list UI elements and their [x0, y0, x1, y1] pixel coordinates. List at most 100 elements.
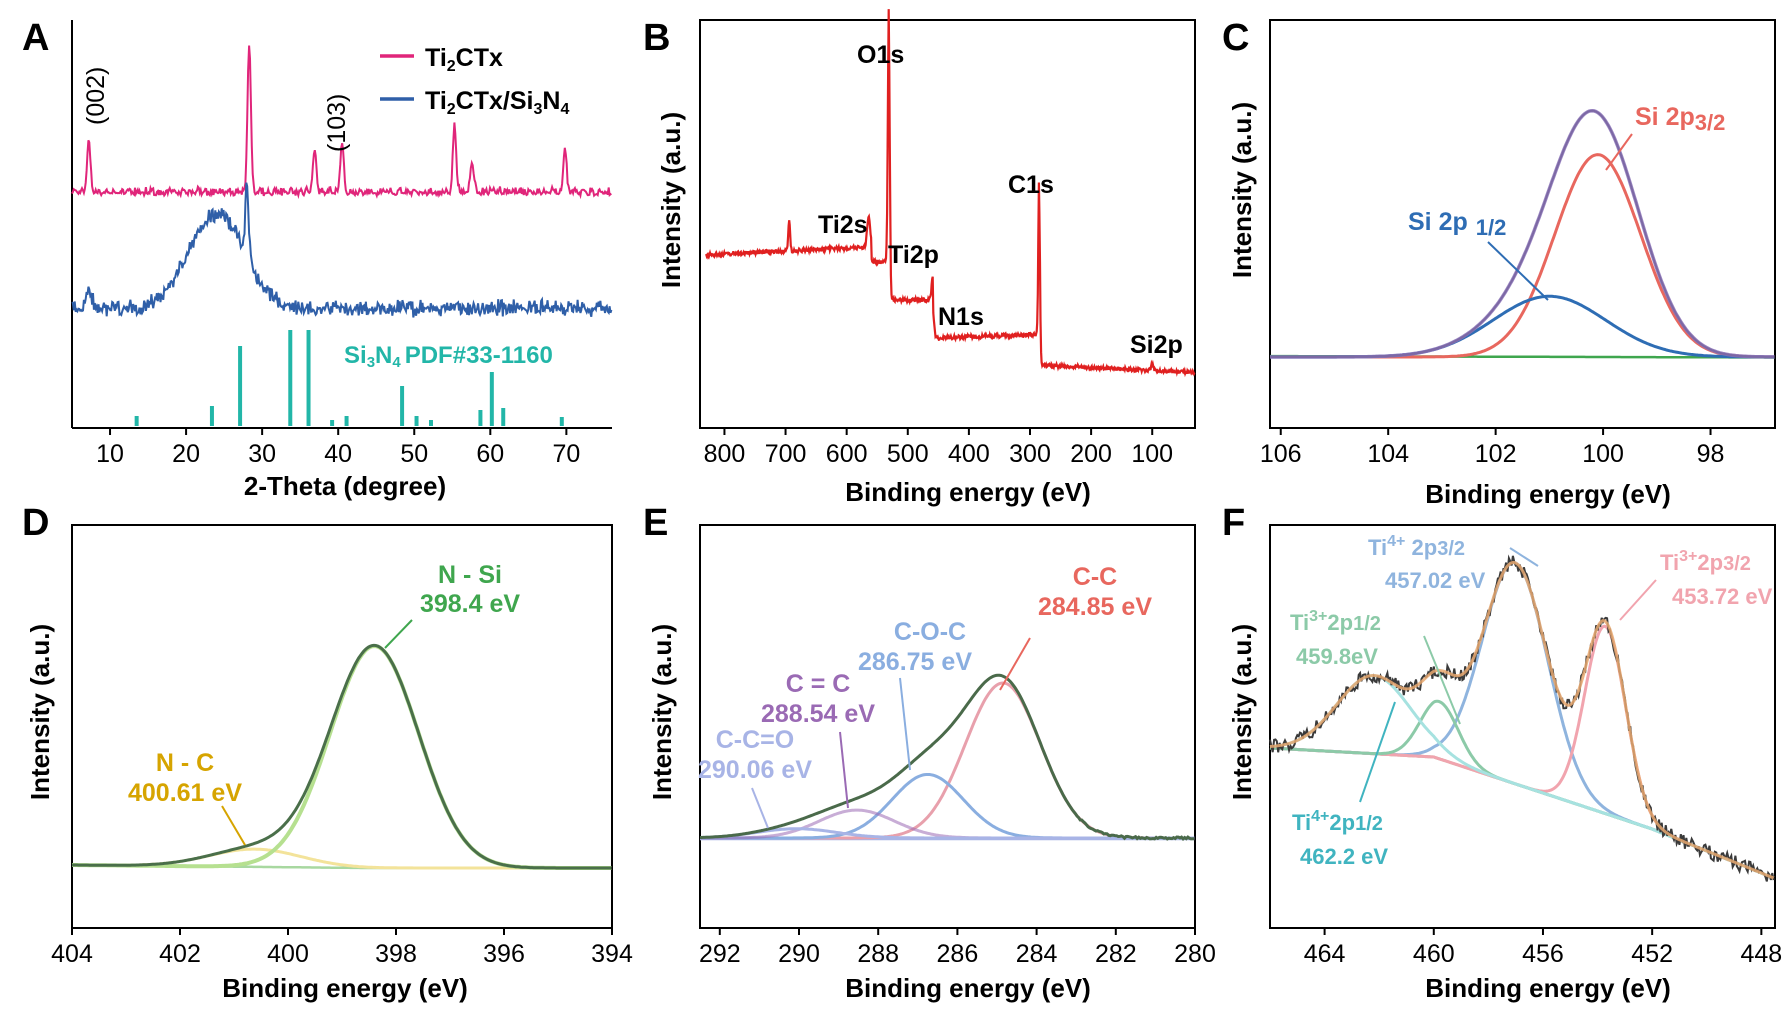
b-ann-o1s: O1s [857, 41, 904, 69]
x-tick-label-c-4: 98 [1697, 440, 1725, 468]
x-tick-label-e-1: 290 [778, 940, 820, 968]
d-ann-nsi-ev: 398.4 eV [420, 590, 520, 618]
f-arrow-t3a [1619, 579, 1657, 621]
c-ann-si2p32: Si 2p3/2 [1635, 103, 1725, 135]
x-tick-label-a-5: 60 [476, 440, 504, 468]
x-tick-label-c-1: 104 [1367, 440, 1409, 468]
frame-e [699, 524, 1196, 929]
f-arrow-t4b [1359, 701, 1396, 803]
ylabel-b: Intensity (a.u.) [656, 112, 686, 288]
x-tick-label-c-0: 106 [1260, 440, 1302, 468]
x-tick-label-b-4: 400 [948, 440, 990, 468]
x-tick-label-f-2: 456 [1522, 940, 1564, 968]
e-arrow-cdc [839, 731, 849, 809]
x-tick-label-c-3: 100 [1582, 440, 1624, 468]
f-ann-t3a: Ti3+2p3/2 [1660, 548, 1751, 575]
e-arrow-cc [999, 637, 1031, 691]
x-tick-label-a-3: 40 [324, 440, 352, 468]
x-tick-label-b-7: 100 [1131, 440, 1173, 468]
e-curve-envelope [700, 673, 1195, 842]
x-tick-label-f-3: 452 [1631, 940, 1673, 968]
d-arrow-nc [221, 805, 246, 846]
f-ann-t4b-ev: 462.2 eV [1300, 844, 1388, 869]
c-curve-si2p12 [1270, 294, 1775, 359]
d-curve-nsi [72, 643, 612, 870]
x-tick-label-d-1: 402 [159, 940, 201, 968]
xlabel-f: Binding energy (eV) [1425, 973, 1671, 1003]
a-ann-002: (002) [82, 67, 110, 125]
x-tick-label-b-1: 700 [765, 440, 807, 468]
x-tick-label-d-3: 398 [375, 940, 417, 968]
ylabel-d: Intensity (a.u.) [25, 624, 55, 800]
a-curve-ti2ctx-si3n4 [71, 182, 613, 318]
x-tick-label-f-1: 460 [1413, 940, 1455, 968]
x-tick-label-b-3: 500 [887, 440, 929, 468]
ylabel-f: Intensity (a.u.) [1227, 624, 1257, 800]
x-tick-label-f-0: 464 [1304, 940, 1346, 968]
x-tick-label-d-5: 394 [591, 940, 633, 968]
c-arrow-12 [1487, 241, 1549, 301]
b-ann-ti2s: Ti2s [818, 211, 868, 239]
e-arrow-cco [751, 787, 769, 829]
b-curve-survey [705, 9, 1196, 378]
panel-letter-b: B [643, 17, 670, 59]
e-ann-cc: C-C [1073, 563, 1117, 591]
frame-c [1269, 19, 1776, 429]
f-ann-t4a-ev: 457.02 eV [1385, 568, 1486, 593]
x-tick-label-e-0: 292 [699, 940, 741, 968]
c-curve-envelope [1270, 109, 1775, 359]
c-ann-si2p12: Si 2p 1/2 [1408, 208, 1506, 240]
x-tick-label-e-6: 280 [1174, 940, 1216, 968]
xlabel-d: Binding energy (eV) [222, 973, 468, 1003]
f-ann-t3b: Ti3+2p1/2 [1290, 608, 1381, 635]
a-legend-1: Ti2CTx [425, 44, 503, 75]
f-ann-t4a: Ti4+ 2p3/2 [1368, 533, 1465, 560]
frame-d [71, 524, 613, 929]
d-ann-nc: N - C [156, 749, 214, 777]
x-tick-label-e-4: 284 [1016, 940, 1058, 968]
panel-letter-e: E [643, 502, 668, 544]
xlabel-e: Binding energy (eV) [845, 973, 1091, 1003]
frame-b [699, 19, 1196, 429]
x-tick-label-d-4: 396 [483, 940, 525, 968]
ylabel-e: Intensity (a.u.) [647, 624, 677, 800]
x-tick-label-d-2: 400 [267, 940, 309, 968]
f-ann-t3b-ev: 459.8eV [1296, 644, 1378, 669]
f-arrow-t3b [1423, 635, 1461, 725]
a-pdf-label: Si3N4 PDF#33-1160 [344, 342, 553, 371]
f-ann-t3a-ev: 453.72 eV [1672, 584, 1773, 609]
f-ann-t4b: Ti4+2p1/2 [1292, 808, 1383, 835]
e-ann-cco-ev: 290.06 eV [698, 756, 812, 784]
e-curve-cdc [700, 808, 1195, 840]
panel-letter-f: F [1222, 502, 1245, 544]
x-tick-label-b-6: 200 [1070, 440, 1112, 468]
x-tick-label-a-1: 20 [172, 440, 200, 468]
x-tick-label-b-2: 600 [826, 440, 868, 468]
x-tick-label-c-2: 102 [1475, 440, 1517, 468]
e-ann-cc-ev: 284.85 eV [1038, 593, 1152, 621]
panel-letter-c: C [1222, 17, 1249, 59]
x-tick-label-e-2: 288 [857, 940, 899, 968]
d-curve-envelope [72, 643, 612, 870]
x-tick-label-d-0: 404 [51, 940, 93, 968]
ylabel-c: Intensity (a.u.) [1227, 102, 1257, 278]
b-ann-c1s: C1s [1008, 171, 1054, 199]
x-tick-label-a-0: 10 [96, 440, 124, 468]
x-tick-label-e-5: 282 [1095, 940, 1137, 968]
xlabel-b: Binding energy (eV) [845, 477, 1091, 507]
a-curve-ti2ctx [71, 45, 612, 200]
x-tick-label-f-4: 448 [1740, 940, 1782, 968]
b-ann-ti2p: Ti2p [888, 241, 939, 269]
x-tick-label-e-3: 286 [937, 940, 979, 968]
e-ann-coc-ev: 286.75 eV [858, 648, 972, 676]
d-ann-nsi: N - Si [438, 561, 502, 589]
e-ann-coc: C-O-C [894, 618, 966, 646]
d-arrow-nsi [384, 619, 413, 649]
xlabel-c: Binding energy (eV) [1425, 479, 1671, 509]
d-ann-nc-ev: 400.61 eV [128, 779, 242, 807]
panel-letter-d: D [22, 502, 49, 544]
x-tick-label-a-2: 30 [248, 440, 276, 468]
x-tick-label-b-5: 300 [1009, 440, 1051, 468]
x-tick-label-a-4: 50 [400, 440, 428, 468]
